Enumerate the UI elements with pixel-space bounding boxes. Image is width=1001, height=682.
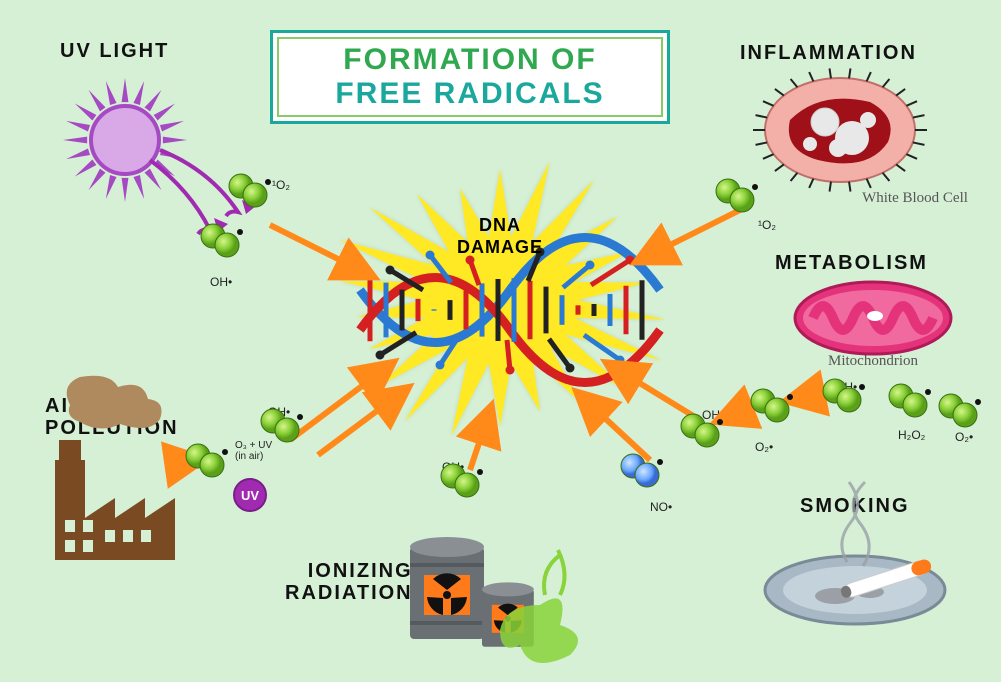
label-radiation: RADIATION [285, 582, 413, 604]
chem-label: OH• [268, 405, 290, 419]
chem-label: ¹O₂ [272, 178, 290, 192]
label-air-pollution: AIR POLLUTION [45, 395, 179, 439]
title-line2: FREE RADICALS [301, 77, 639, 111]
uv-badge: UV [233, 478, 267, 512]
chem-label: OH• [442, 460, 464, 474]
dna-starburst [339, 161, 666, 436]
dna-damage-label: DNA DAMAGE [440, 215, 560, 258]
chem-label: H₂O₂ [898, 428, 925, 442]
dna-label-2: DAMAGE [440, 237, 560, 259]
label-ionizing: IONIZING [285, 560, 413, 582]
label-metabolism: METABOLISM [775, 252, 928, 275]
label-ionizing-radiation: IONIZING RADIATION [285, 560, 413, 604]
mitochondrion-icon [795, 282, 951, 354]
label-smoking: SMOKING [800, 495, 910, 518]
title-line1: FORMATION OF [301, 43, 639, 77]
chem-label: 1 [235, 182, 242, 196]
dna-helix [360, 238, 660, 383]
label-inflammation: INFLAMMATION [740, 42, 917, 65]
label-uv-light: UV LIGHT [60, 40, 169, 63]
label-air: AIR [45, 395, 179, 417]
chem-label: OH• [835, 380, 857, 394]
label-pollution: POLLUTION [45, 417, 179, 439]
radicals [186, 174, 981, 497]
chem-label: O₃ + UV (in air) [235, 440, 283, 462]
chem-label: NO• [650, 500, 672, 514]
chem-label: OH• [702, 408, 724, 422]
chem-label: O₂• [755, 440, 773, 454]
uv-badge-text: UV [241, 488, 259, 503]
title-box: FORMATION OF FREE RADICALS [270, 30, 670, 124]
uv-sun-icon [63, 78, 256, 234]
chem-label: O₂• [955, 430, 973, 444]
chem-label: ¹O₂ [758, 218, 776, 232]
dna-label-1: DNA [440, 215, 560, 237]
sublabel-mito: Mitochondrion [828, 353, 918, 370]
chem-label: 1 [720, 178, 727, 192]
radiation-barrel-icon [410, 537, 578, 663]
chem-label: OH• [210, 275, 232, 289]
sublabel-wbc: White Blood Cell [855, 190, 975, 207]
inflammation-icon [753, 68, 927, 191]
